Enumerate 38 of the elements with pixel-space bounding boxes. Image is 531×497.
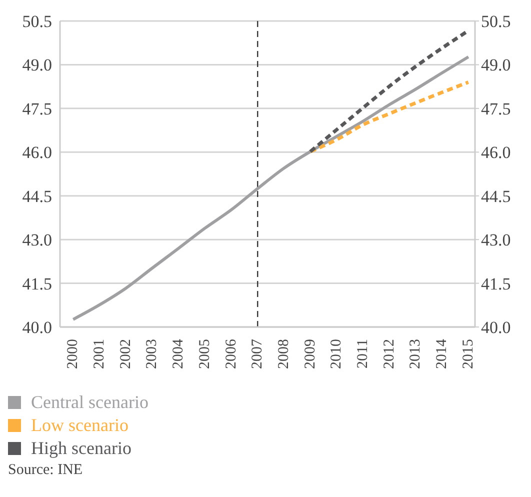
y2-tick-label: 47.5: [481, 99, 511, 118]
x-tick-label: 2013: [408, 339, 424, 369]
x-tick-label: 2015: [460, 339, 476, 369]
x-tick-label: 2009: [302, 339, 318, 369]
legend-label: High scenario: [31, 438, 132, 459]
y-tick-label: 40.0: [22, 318, 52, 338]
y2-tick-label: 43.0: [481, 230, 511, 250]
y2-tick-label: 41.5: [481, 274, 511, 294]
y-tick-label: 46.0: [22, 143, 52, 162]
x-tick-label: 2012: [381, 339, 398, 369]
y2-tick-label: 50.5: [481, 12, 511, 32]
x-tick-label: 2008: [276, 339, 292, 369]
y-tick-label: 43.0: [22, 230, 52, 250]
x-tick-label: 2014: [434, 338, 450, 369]
legend-label: Central scenario: [31, 392, 148, 413]
y2-tick-label: 44.5: [481, 186, 511, 206]
line-series: [308, 80, 470, 154]
y-tick-label: 47.5: [22, 99, 52, 118]
x-tick-label: 2006: [223, 338, 240, 369]
x-tick-label: 2000: [65, 339, 82, 369]
legend-label: Low scenario: [31, 415, 128, 436]
y-tick-label: 49.0: [22, 56, 52, 75]
y2-tick-label: 49.0: [481, 56, 511, 75]
x-tick-label: 2011: [355, 339, 372, 368]
x-tick-label: 2001: [92, 339, 108, 369]
x-tick-label: 2003: [144, 339, 160, 369]
y2-tick-label: 40.0: [481, 318, 511, 338]
y-tick-label: 41.5: [22, 274, 52, 294]
y-tick-label: 50.5: [22, 12, 52, 32]
source-note: Source: INE: [8, 462, 84, 479]
y-tick-label: 44.5: [22, 186, 52, 206]
line-series: [72, 55, 470, 321]
x-tick-label: 2005: [196, 339, 213, 369]
x-tick-label: 2010: [328, 339, 345, 369]
y2-tick-label: 46.0: [481, 143, 511, 162]
x-tick-label: 2004: [170, 338, 187, 369]
x-tick-label: 2007: [250, 338, 266, 369]
x-tick-label: 2002: [118, 339, 134, 369]
